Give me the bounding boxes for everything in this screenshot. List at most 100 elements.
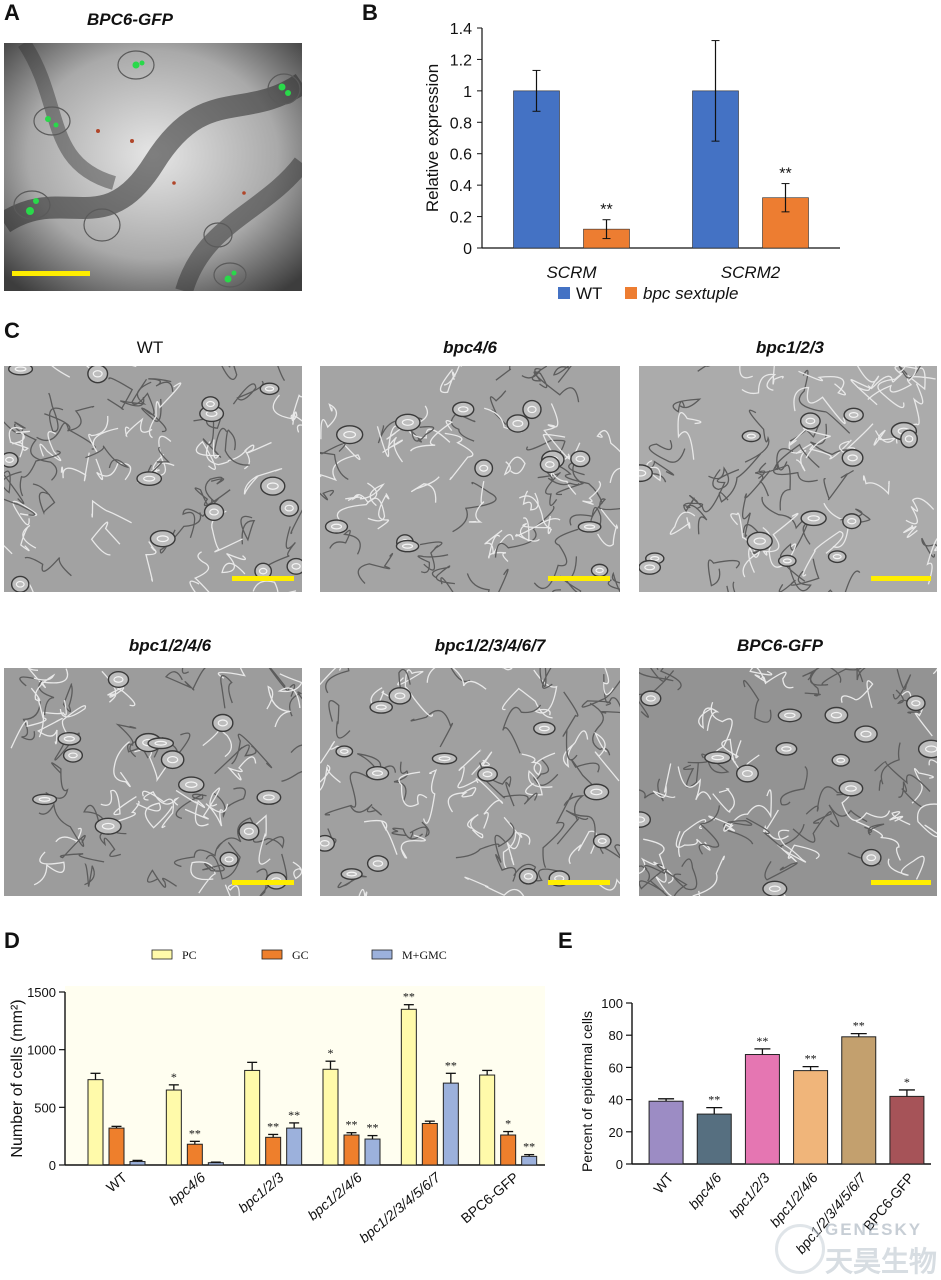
b-category-label: SCRM2: [721, 263, 781, 282]
c-title-bpc123: bpc1/2/3: [755, 338, 825, 357]
c-title-bpc1246: bpc1/2/4/6: [128, 636, 212, 655]
scale-bar: [548, 880, 610, 885]
d-bar-pc: [165, 1089, 182, 1166]
b-legend-swatch-wt: [558, 287, 570, 299]
watermark-logo: [775, 1224, 825, 1274]
b-ytick-label: 0.8: [450, 115, 472, 132]
d-bar-mgmc: [286, 1127, 303, 1166]
b-significance: **: [600, 202, 612, 219]
d-category-label: bpc1/2/3/4/5/6/7: [356, 1168, 444, 1246]
d-category-label: BPC6-GFP: [458, 1169, 522, 1226]
scale-bar: [871, 880, 931, 885]
d-ylabel: Number of cells (mm²): [9, 999, 26, 1157]
d-significance: **: [367, 1121, 379, 1135]
e-bar: [648, 1100, 684, 1165]
b-ylabel: Relative expression: [423, 64, 442, 212]
e-significance: *: [904, 1075, 910, 1089]
panel-c-label: C: [4, 318, 20, 343]
c-title-bpc6gfp: BPC6-GFP: [737, 636, 823, 655]
d-legend-label: PC: [182, 948, 197, 962]
watermark: GENESKY 天昊生物: [767, 1216, 937, 1277]
e-ytick-label: 80: [609, 1028, 623, 1043]
d-bar-pc: [479, 1074, 496, 1166]
d-bar-mgmc: [207, 1162, 224, 1166]
d-significance: **: [189, 1126, 201, 1140]
d-category-label: bpc4/6: [166, 1169, 209, 1208]
c-micrograph-bpc46: [320, 366, 620, 592]
b-ytick-label: 1.4: [450, 21, 472, 38]
d-bar-gc: [186, 1143, 203, 1166]
c-micrograph-wt: [4, 366, 302, 592]
e-ytick-label: 60: [609, 1060, 623, 1075]
d-significance: **: [403, 990, 415, 1004]
b-ytick-label: 0.6: [450, 147, 472, 164]
b-legend-swatch-sextuple: [625, 287, 637, 299]
d-bar-pc: [244, 1069, 261, 1166]
d-bar-pc: [87, 1079, 104, 1166]
b-ytick-label: 1.2: [450, 52, 472, 69]
d-category-label: bpc1/2/4/6: [305, 1169, 366, 1223]
d-bar-pc: [322, 1068, 339, 1166]
panel-a-label: A: [4, 0, 20, 25]
e-category-label: WT: [650, 1169, 677, 1196]
e-bar: [841, 1036, 877, 1165]
scale-bar: [548, 576, 610, 581]
d-bar-mgmc: [364, 1138, 381, 1166]
b-ytick-label: 0: [463, 241, 472, 258]
e-bar: [696, 1113, 732, 1165]
d-bar-gc: [108, 1127, 125, 1166]
chart-b: 0 0.2 0.4 0.6 0.8 1 1.2 1.4 Relative expression *…: [423, 21, 840, 303]
c-micrograph-bpc123: [639, 366, 937, 592]
chart-e: 0 20 40 60 80 100 Percent of epidermal cells WT…: [579, 996, 931, 1257]
d-bar-pc: [400, 1008, 417, 1166]
b-legend-label-sextuple: bpc sextuple: [643, 284, 738, 303]
b-significance: **: [779, 166, 791, 183]
e-bar: [889, 1095, 925, 1165]
d-plot-bg: [65, 986, 545, 1165]
e-bar: [744, 1054, 780, 1165]
c-title-bpc46: bpc4/6: [443, 338, 497, 357]
d-significance: *: [328, 1046, 334, 1060]
e-ytick-label: 0: [616, 1157, 623, 1172]
panel-d-label: D: [4, 928, 20, 953]
d-legend-swatch: [261, 949, 283, 960]
d-significance: *: [505, 1117, 511, 1131]
d-category-label: WT: [103, 1169, 130, 1196]
d-bar-gc: [421, 1122, 438, 1166]
d-legend-swatch: [371, 949, 393, 960]
b-category-label: SCRM: [546, 263, 597, 282]
d-significance: **: [288, 1108, 300, 1122]
d-bar-mgmc: [442, 1082, 459, 1166]
d-category-label: bpc1/2/3: [235, 1169, 287, 1216]
e-ytick-label: 100: [601, 996, 623, 1011]
d-bar-gc: [343, 1134, 360, 1166]
e-bar: [793, 1070, 829, 1165]
d-significance: *: [171, 1070, 177, 1084]
b-legend-label-wt: WT: [576, 284, 602, 303]
panel-a-title: BPC6-GFP: [87, 10, 173, 29]
d-ytick-label: 1500: [27, 985, 56, 1000]
scale-bar: [232, 576, 294, 581]
e-ytick-label: 40: [609, 1093, 623, 1108]
scale-bar: [12, 271, 90, 276]
panel-a-micrograph: [4, 43, 302, 291]
panel-e-label: E: [558, 928, 573, 953]
d-ytick-label: 1000: [27, 1043, 56, 1058]
e-significance: **: [853, 1019, 865, 1033]
e-significance: **: [708, 1093, 720, 1107]
scale-bar: [232, 880, 294, 885]
d-significance: **: [267, 1119, 279, 1133]
b-ytick-label: 0.4: [450, 178, 472, 195]
d-bar-mgmc: [129, 1161, 146, 1166]
d-significance: **: [346, 1118, 358, 1132]
c-micrograph-bpc6gfp: [639, 668, 937, 896]
e-category-label: bpc1/2/3: [726, 1169, 773, 1221]
e-category-label: bpc4/6: [685, 1169, 724, 1212]
c-micrograph-bpc1246: [4, 668, 302, 896]
d-legend-label: GC: [292, 948, 309, 962]
d-legend-swatch: [151, 949, 173, 960]
d-legend-label: M+GMC: [402, 948, 447, 962]
d-ytick-label: 500: [34, 1100, 56, 1115]
